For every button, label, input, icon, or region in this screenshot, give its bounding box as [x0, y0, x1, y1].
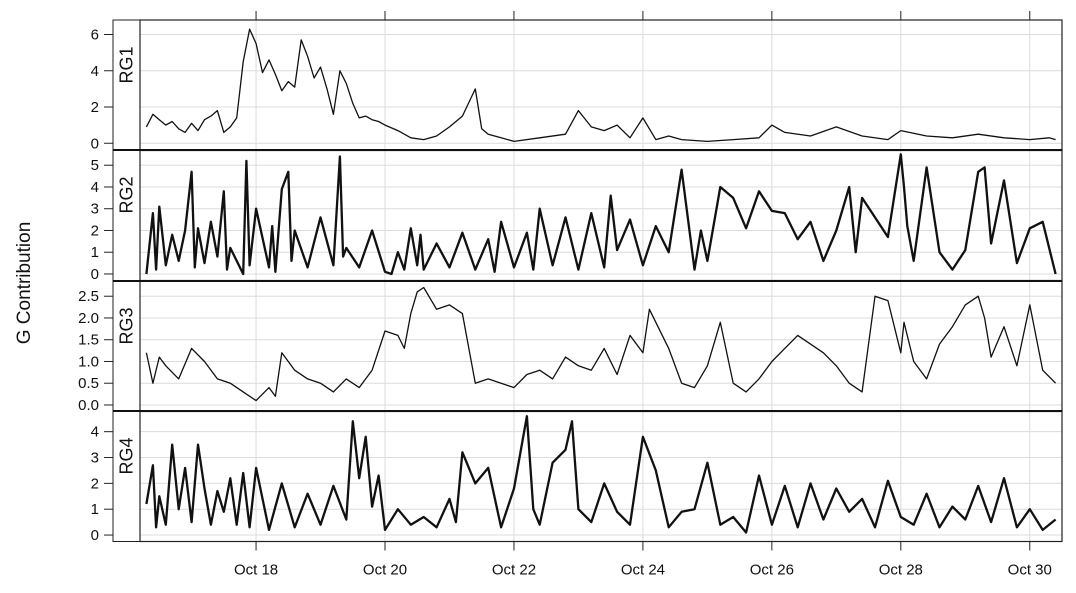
y-tick-label-rg1-0: 0	[91, 135, 99, 152]
y-tick-label-rg3-5: 2.5	[78, 288, 99, 305]
series-layer	[145, 28, 1057, 534]
panel-frame-rg4	[139, 410, 1063, 543]
y-tick-label-rg2-3: 3	[91, 201, 99, 218]
series-line-rg4	[145, 415, 1057, 534]
series-line-rg1	[145, 28, 1056, 143]
panel-label-rg1: RG1	[117, 46, 137, 83]
panel-frame-rg2	[139, 149, 1063, 282]
frame-layer: RG1 RG2 RG3 RG4	[112, 19, 1063, 543]
panel-label-rg2: RG2	[117, 176, 137, 213]
y-axis-label: G Contribution	[14, 222, 35, 345]
y-tick-label-rg4-1: 1	[91, 501, 99, 518]
panel-frame-rg3	[139, 280, 1063, 413]
y-tick-label-rg2-1: 1	[91, 244, 99, 261]
panel-label-rg4: RG4	[117, 437, 137, 474]
series-line-rg2	[145, 153, 1057, 276]
y-tick-label-rg3-2: 1.0	[78, 353, 99, 370]
y-tick-label-rg3-0: 0.0	[78, 397, 99, 414]
panel-frame-rg1	[139, 19, 1063, 152]
x-tick-label-2: Oct 22	[492, 562, 536, 579]
y-tick-label-rg4-4: 4	[91, 424, 99, 441]
strip-rg2	[112, 149, 141, 281]
y-tick-label-rg3-1: 0.5	[78, 375, 99, 392]
strip-rg4	[112, 410, 141, 542]
x-tick-label-4: Oct 26	[750, 562, 794, 579]
y-tick-label-rg1-1: 2	[91, 99, 99, 116]
y-tick-label-rg1-2: 4	[91, 63, 99, 80]
y-tick-label-rg4-2: 2	[91, 475, 99, 492]
series-line-rg3	[145, 286, 1057, 402]
y-tick-label-rg2-2: 2	[91, 222, 99, 239]
axis-layer: 0 2 4 6 0 1 2 3 4 5 0.0 0.5 1.0 1.5 2.0 2.5 0 1 2 3 4 Oct 18 O…	[78, 11, 1052, 579]
x-tick-label-6: Oct 30	[1008, 562, 1052, 579]
strip-rg3	[112, 280, 141, 412]
y-tick-label-rg2-0: 0	[91, 266, 99, 283]
panel-label-rg3: RG3	[117, 307, 137, 344]
y-tick-label-rg4-0: 0	[91, 527, 99, 544]
y-tick-label-rg3-3: 1.5	[78, 332, 99, 349]
x-tick-label-1: Oct 20	[363, 562, 407, 579]
y-tick-label-rg1-3: 6	[91, 27, 99, 44]
x-tick-label-5: Oct 28	[879, 562, 923, 579]
y-tick-label-rg2-5: 5	[91, 157, 99, 174]
strip-rg1	[112, 19, 141, 151]
grid-layer	[140, 20, 1062, 542]
x-tick-label-0: Oct 18	[234, 562, 278, 579]
y-tick-label-rg2-4: 4	[91, 179, 99, 196]
y-tick-label-rg4-3: 3	[91, 450, 99, 467]
x-tick-label-3: Oct 24	[621, 562, 665, 579]
y-tick-label-rg3-4: 2.0	[78, 310, 99, 327]
